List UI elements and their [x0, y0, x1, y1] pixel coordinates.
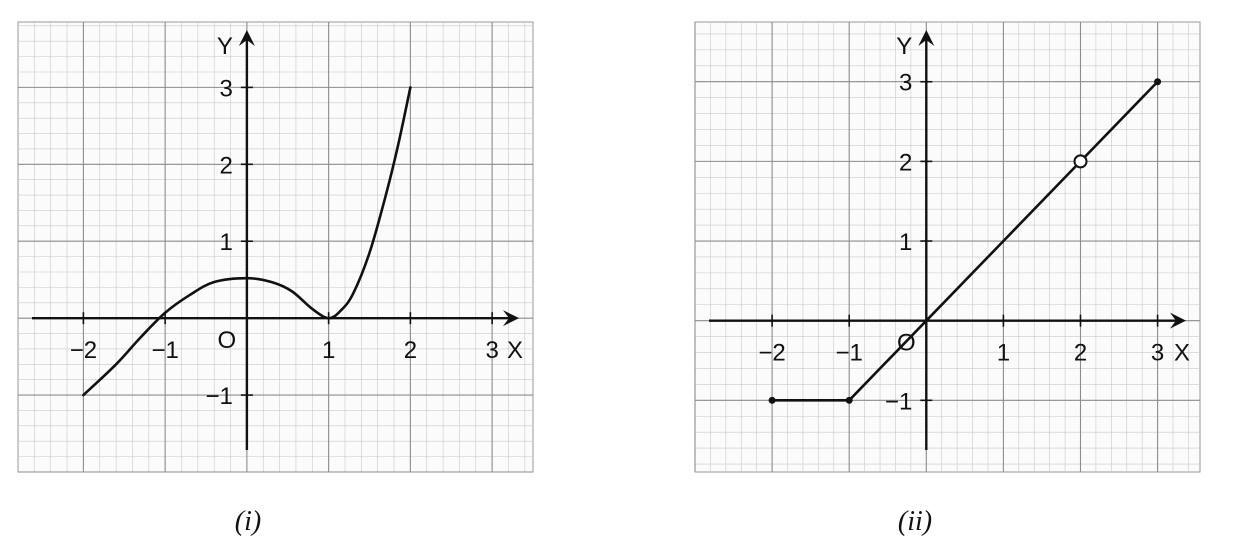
y-tick-label: 1	[899, 229, 912, 256]
graph-i: X Y O −2 −1 1 2 3 −1 1 2 3	[17, 21, 534, 473]
series-line	[82, 86, 412, 397]
x-tick-label: 2	[1074, 340, 1087, 367]
open-point	[1073, 154, 1088, 169]
x-tick-label: 3	[485, 337, 498, 364]
x-tick-label: −2	[70, 337, 97, 364]
x-tick-label: 1	[322, 337, 335, 364]
closed-point	[1154, 78, 1162, 86]
y-tick-label: 1	[220, 229, 233, 256]
y-tick-label: 2	[899, 149, 912, 176]
graph-paper	[694, 21, 1201, 473]
y-tick-label: −1	[206, 383, 233, 410]
closed-point	[845, 396, 853, 404]
y-axis-label: Y	[896, 33, 912, 60]
caption-i: (i)	[235, 506, 261, 537]
y-tick-label: 3	[899, 70, 912, 97]
x-tick-label: −1	[151, 337, 178, 364]
x-tick-label: 1	[997, 340, 1010, 367]
x-tick-label: 3	[1151, 340, 1164, 367]
closed-point	[768, 396, 776, 404]
caption-ii: (ii)	[898, 506, 932, 537]
x-axis-label: X	[507, 337, 523, 364]
origin-label: O	[218, 327, 237, 354]
x-axis-arrow-icon	[503, 310, 519, 327]
x-tick-label: −1	[836, 340, 863, 367]
y-axis-label: Y	[217, 33, 233, 60]
x-axis-label: X	[1174, 340, 1190, 367]
y-axis-arrow-icon	[918, 30, 935, 46]
y-tick-label: 3	[220, 75, 233, 102]
series-line	[1079, 80, 1159, 163]
y-tick-label: 2	[220, 152, 233, 179]
series-line	[847, 160, 1082, 402]
x-axis-arrow-icon	[1170, 312, 1186, 329]
y-tick-label: −1	[885, 388, 912, 415]
graph-paper	[17, 21, 534, 473]
y-axis-arrow-icon	[238, 30, 255, 46]
x-tick-label: 2	[404, 337, 417, 364]
x-tick-label: −2	[758, 340, 785, 367]
minor-grid	[694, 22, 1200, 472]
